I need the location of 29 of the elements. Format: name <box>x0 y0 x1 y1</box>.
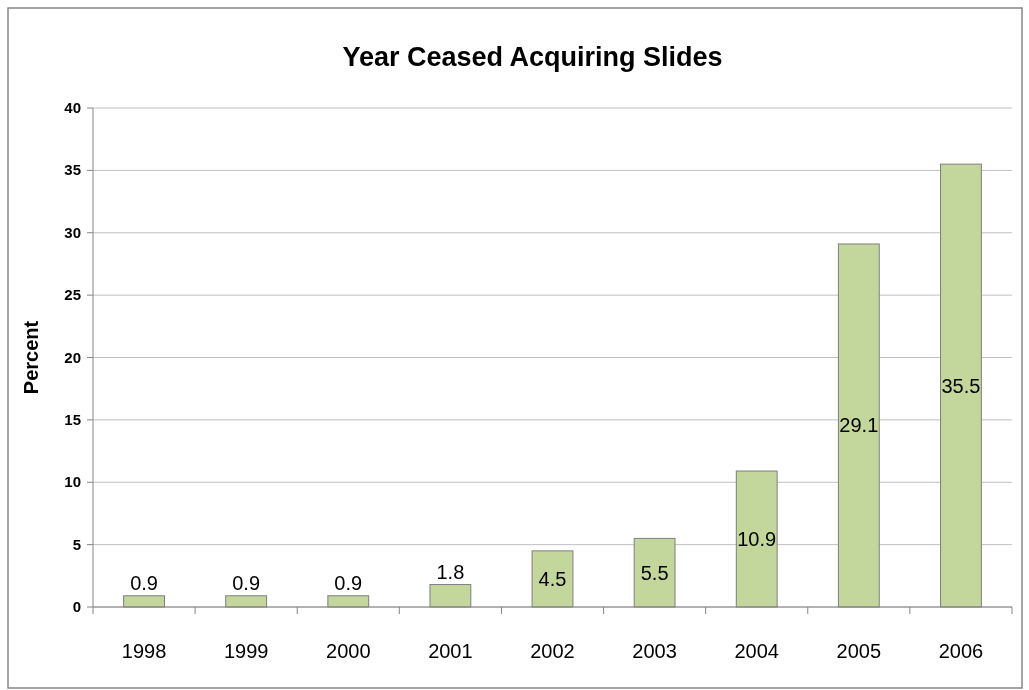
y-tick-label: 0 <box>72 598 81 615</box>
x-tick-label: 2005 <box>836 640 882 662</box>
x-tick-label: 2001 <box>428 640 473 662</box>
data-label: 1.8 <box>436 560 465 583</box>
data-label: 4.5 <box>538 567 567 590</box>
x-tick-label: 1998 <box>121 640 167 662</box>
data-label: 10.9 <box>737 528 777 551</box>
y-tick-label: 15 <box>64 410 81 428</box>
x-tick-label: 2000 <box>326 640 371 662</box>
x-tick-label: 2006 <box>938 640 984 662</box>
y-tick-label: 30 <box>64 223 81 241</box>
data-label: 0.9 <box>334 571 363 594</box>
y-tick-label: 5 <box>72 535 81 553</box>
y-tick-label: 40 <box>64 99 81 116</box>
chart-title: Year Ceased Acquiring Slides <box>342 42 723 72</box>
y-tick-label: 25 <box>64 286 81 304</box>
data-label: 35.5 <box>941 374 981 397</box>
x-tick-label: 1999 <box>223 640 269 662</box>
data-label: 5.5 <box>640 561 669 584</box>
data-label: 0.9 <box>130 571 158 594</box>
x-tick-label: 2004 <box>734 640 779 662</box>
data-label: 29.1 <box>839 414 879 437</box>
x-tick-label: 2003 <box>632 640 677 662</box>
y-tick-label: 35 <box>64 161 81 179</box>
x-tick-label: 2002 <box>530 640 575 662</box>
y-axis-title: Percent <box>20 320 42 395</box>
y-tick-label: 20 <box>64 348 81 366</box>
y-tick-label: 10 <box>64 473 81 491</box>
data-label: 0.9 <box>232 571 261 594</box>
